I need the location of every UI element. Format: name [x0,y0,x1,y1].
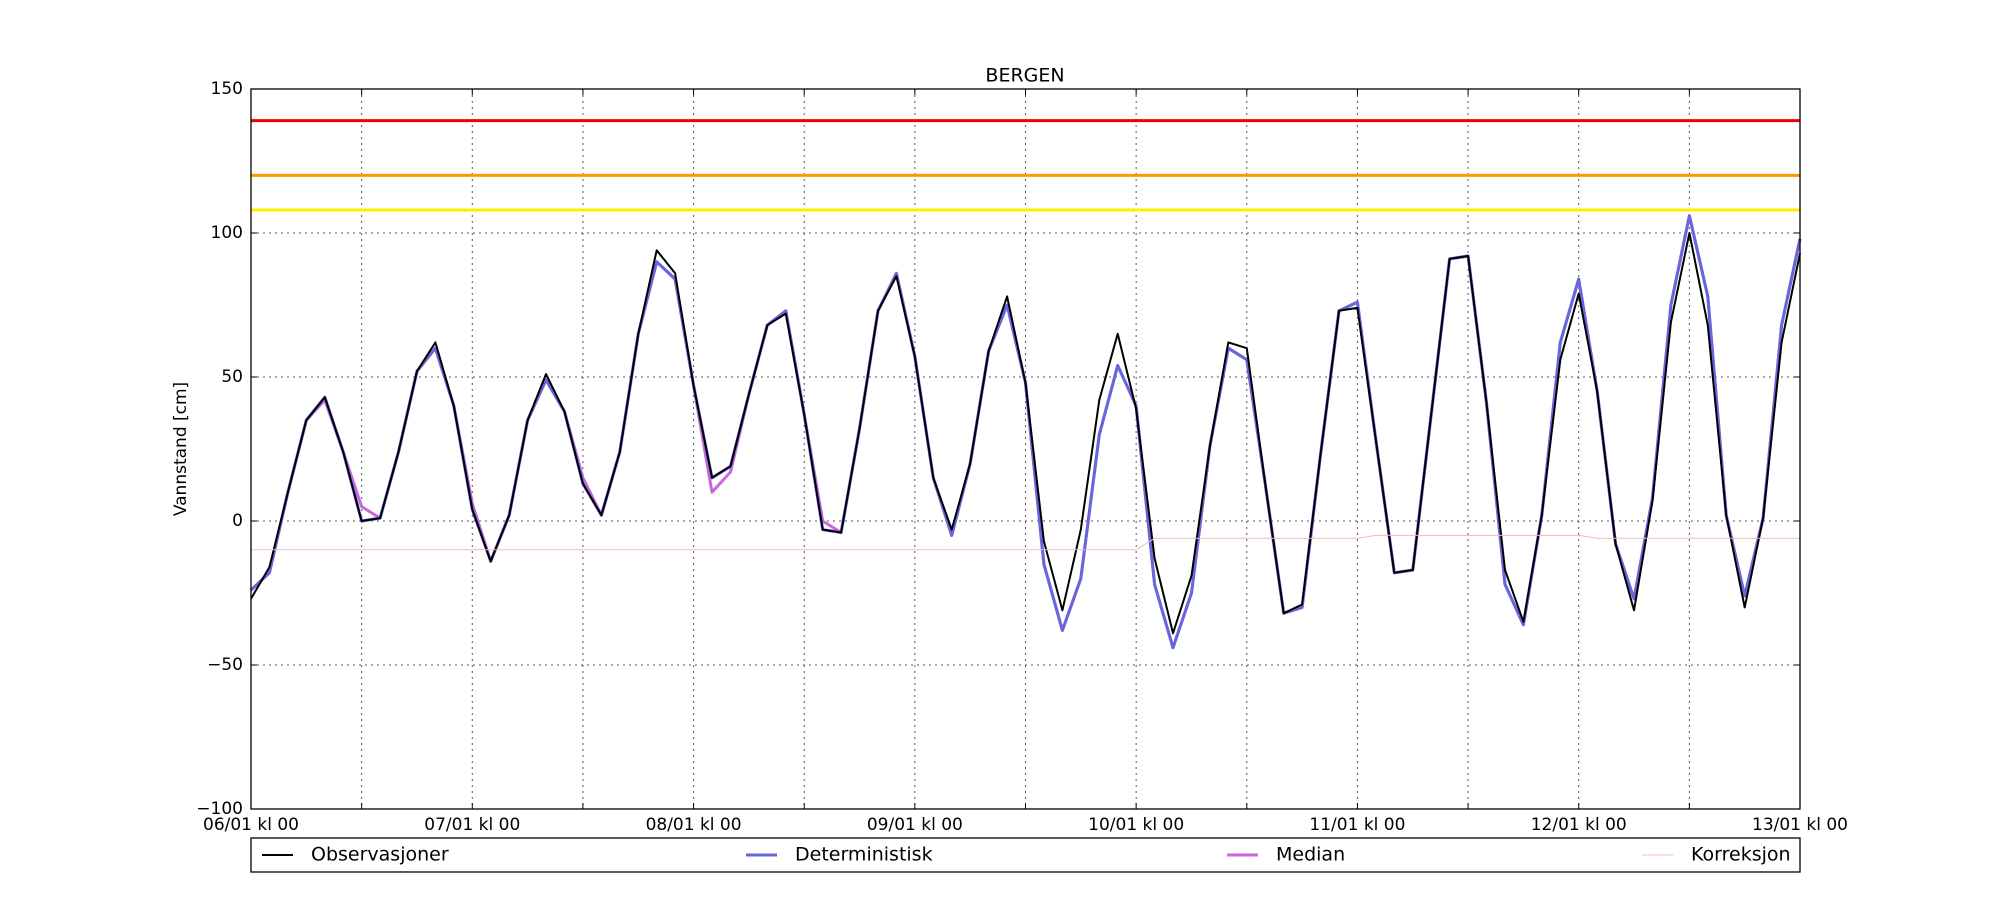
x-tick-label: 10/01 kl 00 [1088,815,1184,835]
y-tick-label: 50 [221,367,243,387]
x-tick-label: 11/01 kl 00 [1309,815,1405,835]
x-tick-label: 13/01 kl 00 [1752,815,1848,835]
legend-box [250,837,1801,873]
y-tick-label: −100 [196,799,243,819]
legend-label: Observasjoner [311,844,449,866]
x-tick-label: 08/01 kl 00 [646,815,742,835]
y-tick-label: 0 [232,511,243,531]
y-tick-label: 100 [211,223,243,243]
legend-label: Deterministisk [795,844,933,866]
series-line [251,534,1800,551]
series-line [250,232,1801,635]
x-tick-label: 09/01 kl 00 [867,815,963,835]
x-tick-label: 12/01 kl 00 [1531,815,1627,835]
legend-label: Median [1276,844,1345,866]
x-tick-label: 07/01 kl 00 [424,815,520,835]
plot-frame [250,88,1801,810]
legend-label: Korreksjon [1691,844,1791,866]
y-axis-label: Vannstand [cm] [171,382,191,516]
y-tick-label: 150 [211,79,243,99]
chart-title: BERGEN [985,65,1064,87]
x-tick-label: 06/01 kl 00 [203,815,299,835]
y-tick-label: −50 [207,655,243,675]
